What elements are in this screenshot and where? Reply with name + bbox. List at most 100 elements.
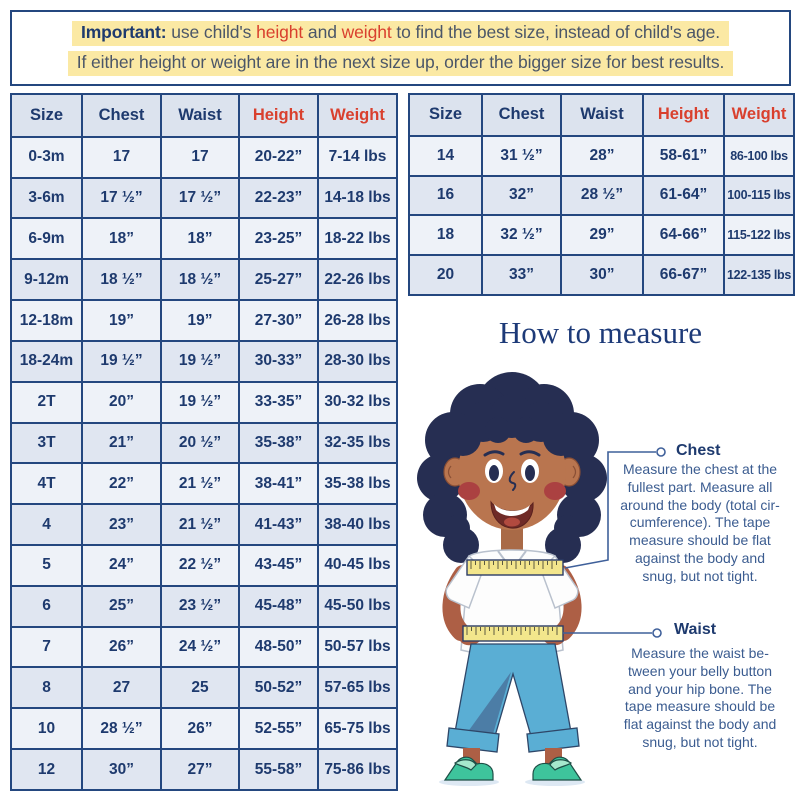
cell: 12: [10, 748, 83, 791]
cell: 50-57 lbs: [317, 625, 398, 669]
cell: 64-66”: [642, 214, 725, 257]
cell: 25: [160, 666, 240, 710]
cell: 61-64”: [642, 174, 725, 217]
size-row-6: 6 25” 23 ½” 45-48” 45-50 lbs: [10, 584, 398, 628]
notice-weight-word: weight: [341, 21, 392, 42]
cell: 18”: [160, 217, 240, 261]
cell: 19”: [81, 299, 162, 342]
size-row-14: 14 31 ½” 28” 58-61” 86-100 lbs: [408, 134, 795, 177]
cell: 7-14 lbs: [317, 135, 398, 179]
chest-tape-icon: [466, 559, 564, 576]
cell: 2T: [10, 380, 83, 424]
cell: 18”: [81, 217, 162, 261]
cell: 14-18 lbs: [317, 176, 398, 220]
pants: [446, 643, 580, 753]
notice-important-label: Important:: [80, 21, 167, 42]
cell: 26-28 lbs: [317, 299, 398, 342]
waist-label: Waist: [674, 621, 717, 638]
cell: 21 ½”: [160, 503, 240, 546]
cell: 21”: [81, 421, 162, 465]
size-row-12-18m: 12-18m 19” 19” 27-30” 26-28 lbs: [10, 299, 398, 342]
cell: 86-100 lbs: [723, 134, 795, 177]
column-header-chest: Chest: [481, 93, 562, 137]
notice-text-1: use child's: [166, 21, 257, 42]
cell: 24”: [81, 543, 162, 587]
cell: 38-41”: [238, 462, 319, 506]
cell: 0-3m: [10, 135, 83, 179]
child-measuring-illustration: [417, 372, 666, 786]
cell: 100-115 lbs: [723, 174, 795, 217]
cell: 33”: [481, 254, 562, 296]
cell: 17: [81, 135, 162, 179]
mouth: [490, 500, 534, 529]
size-row-16: 16 32” 28 ½” 61-64” 100-115 lbs: [408, 174, 795, 217]
cell: 25”: [81, 584, 162, 628]
size-table-infant-to-12: Size Chest Waist Height Weight 0-3m 17 17 20-22”…: [10, 93, 398, 791]
cell: 20-22”: [238, 135, 319, 179]
cell: 43-45”: [238, 543, 319, 587]
column-header-waist: Waist: [560, 93, 644, 137]
cell: 58-61”: [642, 134, 725, 177]
chest-instructions: Measure the chest at the fullest part. M…: [620, 461, 780, 584]
cell: 18-24m: [10, 339, 83, 383]
header-row: Size Chest Waist Height Weight: [10, 93, 398, 138]
cell: 6-9m: [10, 217, 83, 261]
size-row-2T: 2T 20” 19 ½” 33-35” 30-32 lbs: [10, 380, 398, 424]
size-row-3T: 3T 21” 20 ½” 35-38” 32-35 lbs: [10, 421, 398, 465]
cell: 5: [10, 543, 83, 587]
cell: 16: [408, 174, 483, 217]
cell: 23”: [81, 503, 162, 546]
size-row-20: 20 33” 30” 66-67” 122-135 lbs: [408, 254, 795, 296]
size-row-10: 10 28 ½” 26” 52-55” 65-75 lbs: [10, 707, 398, 751]
cell: 14: [408, 134, 483, 177]
notice-line-2: If either height or weight are in the ne…: [67, 50, 734, 76]
cell: 3-6m: [10, 176, 83, 220]
cell: 27: [81, 666, 162, 710]
cell: 30”: [81, 748, 162, 791]
cell: 45-50 lbs: [317, 584, 398, 628]
cell: 19 ½”: [160, 380, 240, 424]
cell: 18-22 lbs: [317, 217, 398, 261]
cell: 50-52”: [238, 666, 319, 710]
cell: 17 ½”: [81, 176, 162, 220]
nose: [508, 471, 517, 491]
cell: 10: [10, 707, 83, 751]
size-row-6-9m: 6-9m 18” 18” 23-25” 18-22 lbs: [10, 217, 398, 261]
cell: 55-58”: [238, 748, 319, 791]
cell: 19”: [160, 299, 240, 342]
column-header-height: Height: [642, 93, 725, 137]
cell: 32 ½”: [481, 214, 562, 257]
cell: 65-75 lbs: [317, 707, 398, 751]
cell: 23-25”: [238, 217, 319, 261]
cell: 30-32 lbs: [317, 380, 398, 424]
cell: 45-48”: [238, 584, 319, 628]
shoes: [443, 756, 583, 781]
cell: 18 ½”: [160, 258, 240, 302]
size-row-8: 8 27 25 50-52” 57-65 lbs: [10, 666, 398, 710]
column-header-chest: Chest: [81, 93, 162, 138]
cell: 30-33”: [238, 339, 319, 383]
cell: 17: [160, 135, 240, 179]
header-row: Size Chest Waist Height Weight: [408, 93, 795, 137]
cell: 48-50”: [238, 625, 319, 669]
notice-line-1: Important: use child's height and weight…: [71, 20, 730, 46]
cell: 19 ½”: [81, 339, 162, 383]
cell: 4T: [10, 462, 83, 506]
size-row-12: 12 30” 27” 55-58” 75-86 lbs: [10, 748, 398, 791]
cell: 33-35”: [238, 380, 319, 424]
cell: 28 ½”: [81, 707, 162, 751]
cell: 26”: [160, 707, 240, 751]
cell: 26”: [81, 625, 162, 669]
size-row-0-3m: 0-3m 17 17 20-22” 7-14 lbs: [10, 135, 398, 179]
cell: 35-38”: [238, 421, 319, 465]
cell: 22”: [81, 462, 162, 506]
cell: 22-23”: [238, 176, 319, 220]
notice-text-2: and: [303, 21, 342, 42]
cell: 28-30 lbs: [317, 339, 398, 383]
size-row-9-12m: 9-12m 18 ½” 18 ½” 25-27” 22-26 lbs: [10, 258, 398, 302]
size-row-4: 4 23” 21 ½” 41-43” 38-40 lbs: [10, 503, 398, 546]
cell: 9-12m: [10, 258, 83, 302]
size-table-14-to-20: Size Chest Waist Height Weight 14 31 ½” 28” 58-6…: [408, 93, 795, 296]
cell: 38-40 lbs: [317, 503, 398, 546]
cell: 25-27”: [238, 258, 319, 302]
